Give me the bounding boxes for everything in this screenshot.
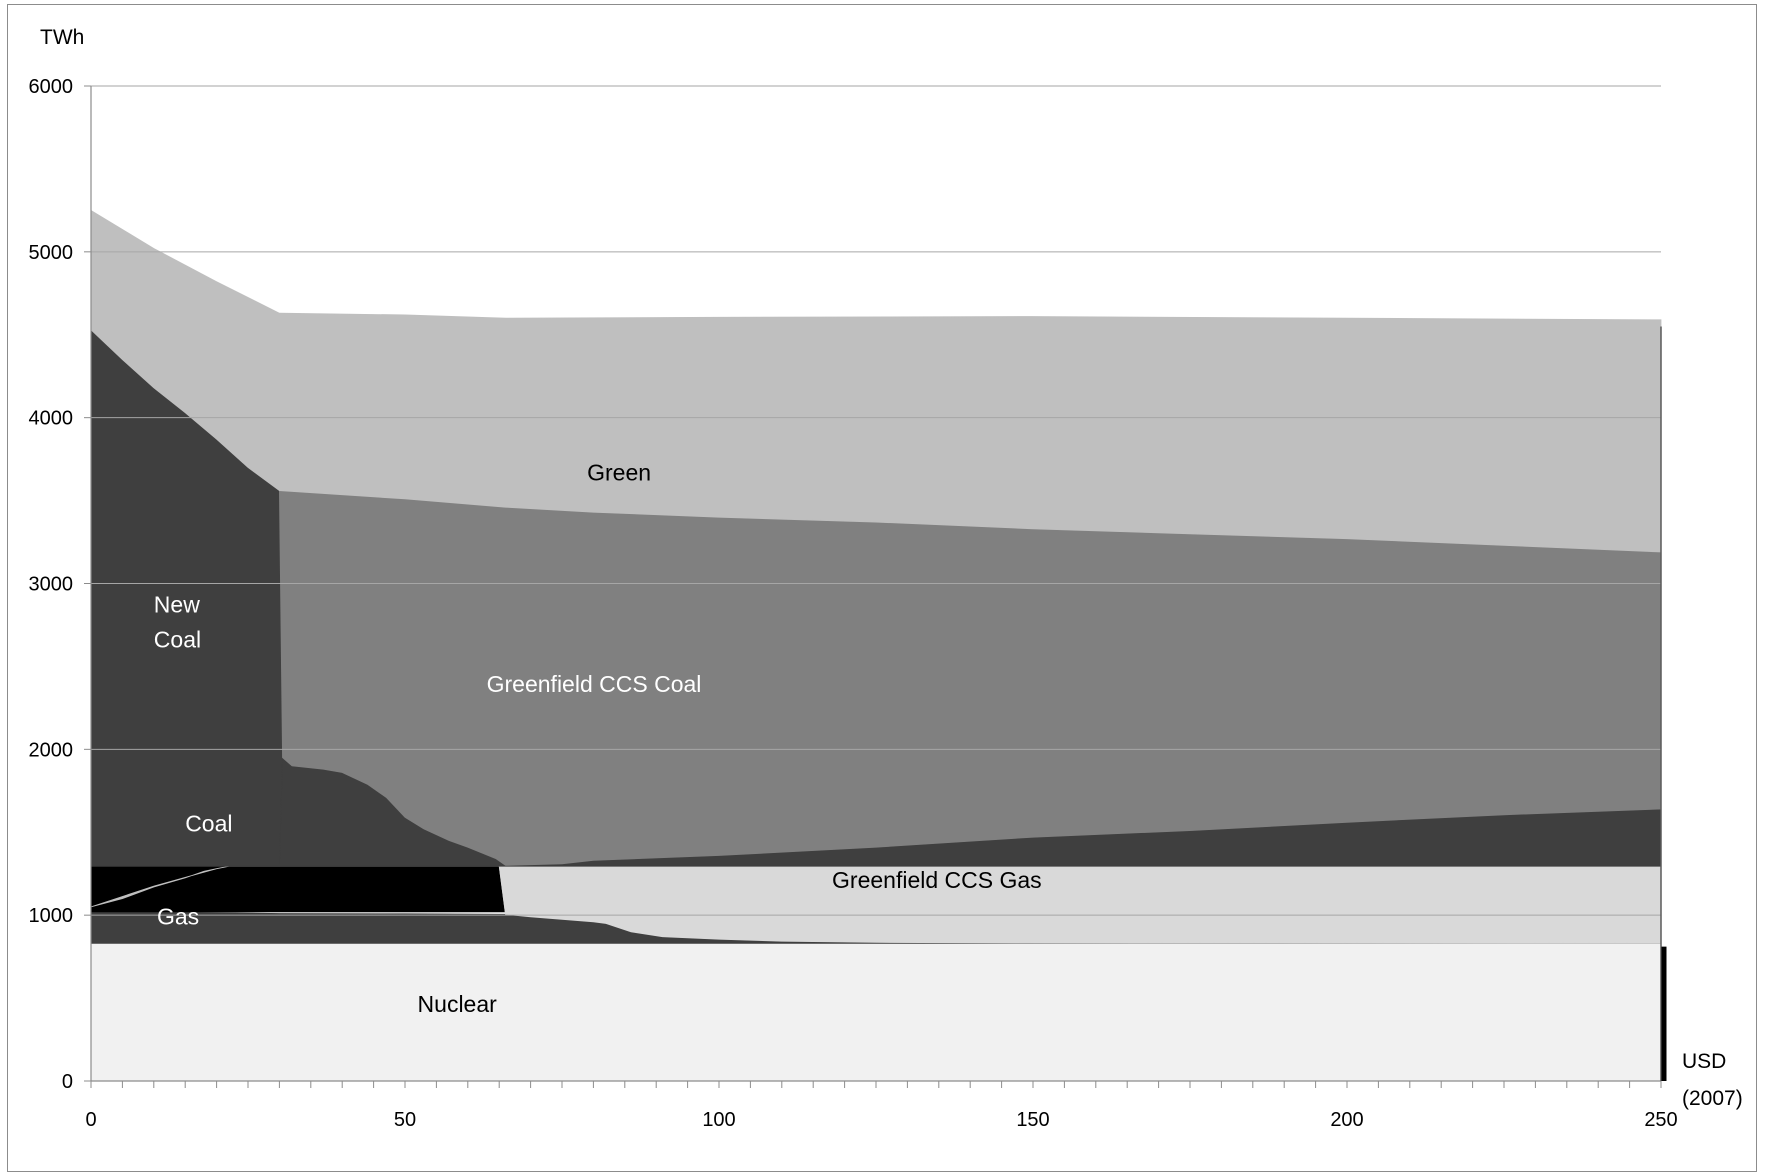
chart-frame: [7, 4, 1757, 1172]
label-nuclear: Nuclear: [418, 991, 498, 1017]
y-tick-label: 3000: [29, 574, 74, 596]
gridlines: [91, 85, 1661, 916]
x-tick-label: 250: [1644, 1109, 1677, 1131]
x-tick-label: 150: [1016, 1109, 1049, 1131]
tick-labels: 0 1000 2000 3000 4000 5000 6000 0 50 100 150 200 250: [29, 76, 1678, 1131]
y-tick-label: 0: [62, 1071, 73, 1093]
y-tick-label: 4000: [29, 408, 74, 430]
y-tick-label: 6000: [29, 76, 74, 98]
label-new-gas: New Gas: [311, 874, 406, 900]
area-layers: [90, 209, 1662, 1082]
x-tick-label: 0: [85, 1109, 96, 1131]
y-tick-label: 2000: [29, 739, 74, 761]
axes: [84, 85, 1667, 1088]
label-greenfield-ccs-coal: Greenfield CCS Coal: [487, 671, 702, 697]
y-tick-label: 5000: [29, 242, 74, 264]
label-green: Green: [587, 460, 651, 486]
y-axis-label: TWh: [40, 26, 84, 49]
x-tick-label: 200: [1330, 1109, 1363, 1131]
label-new-coal: New Coal: [154, 592, 201, 653]
x-axis-label: USD (2007): [1682, 1050, 1743, 1110]
label-coal: Coal: [185, 810, 232, 836]
label-gas: Gas: [157, 903, 199, 929]
x-tick-label: 100: [702, 1109, 735, 1131]
area-green: [90, 209, 1662, 553]
area-labels: Nuclear Gas New Gas Greenfield CCS Gas Coal N…: [154, 460, 1042, 1017]
x-tick-label: 50: [394, 1109, 416, 1131]
area-nuclear: [90, 943, 1662, 1082]
y-tick-label: 1000: [29, 905, 74, 927]
area-greenfield-ccs-gas: [498, 865, 1662, 944]
label-greenfield-ccs-gas: Greenfield CCS Gas: [832, 867, 1042, 893]
